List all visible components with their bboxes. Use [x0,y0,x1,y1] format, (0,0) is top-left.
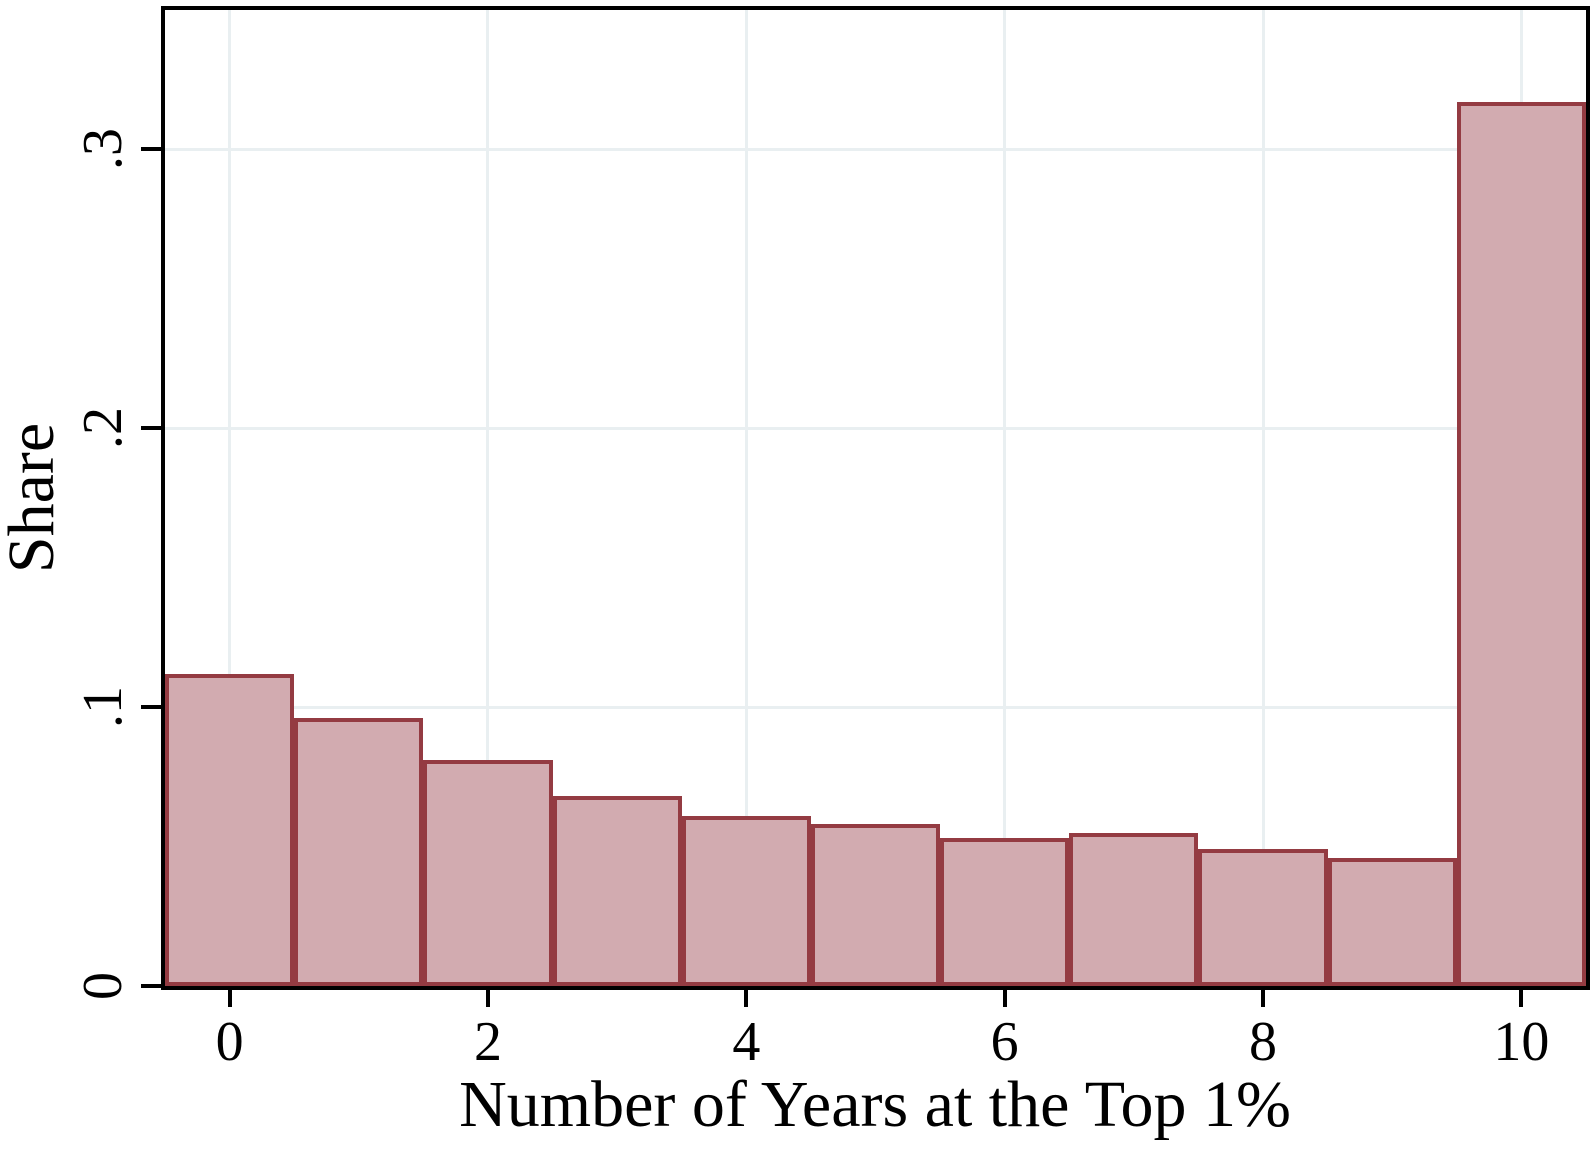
gridline-horizontal-y.2 [165,426,1586,430]
bar-x7 [1069,832,1199,986]
x-tick-2 [485,990,490,1007]
x-tick-6 [1002,990,1007,1007]
x-tick-label-4: 4 [732,1011,761,1073]
gridline-vertical-x6 [1003,10,1007,986]
bar-x4 [681,815,811,986]
gridline-vertical-x4 [744,10,748,986]
bar-x0 [165,673,295,986]
y-tick-label-.1: .1 [72,686,134,729]
y-tick-.2 [141,426,161,431]
gridline-horizontal-y.1 [165,705,1586,709]
x-tick-label-0: 0 [215,1011,244,1073]
bar-x1 [294,718,424,986]
bar-x10 [1456,102,1586,986]
y-tick-0 [141,984,161,988]
bar-x2 [423,760,553,986]
x-tick-0 [227,990,232,1007]
y-tick-.3 [141,147,161,152]
y-tick-label-0: 0 [72,972,134,1000]
x-tick-4 [744,990,749,1007]
gridline-vertical-x0 [228,10,232,986]
bar-x6 [940,838,1070,986]
x-tick-8 [1261,990,1266,1007]
x-tick-10 [1519,990,1524,1007]
bar-x8 [1198,849,1328,986]
x-tick-label-6: 6 [990,1011,1019,1073]
x-tick-label-2: 2 [473,1011,502,1073]
x-tick-label-10: 10 [1493,1011,1550,1073]
bar-x5 [810,824,941,986]
bar-x9 [1327,857,1457,986]
y-axis-title: Share [0,422,68,574]
x-axis-title: Number of Years at the Top 1% [459,1068,1291,1141]
plot-area [161,6,1590,990]
bars-layer [165,10,1586,986]
gridline-horizontal-y.3 [165,147,1586,151]
bar-x3 [552,796,682,986]
x-tick-label-8: 8 [1249,1011,1278,1073]
gridline-vertical-x8 [1261,10,1265,986]
y-tick-label-.2: .2 [72,407,134,450]
y-tick-.1 [141,705,161,710]
y-tick-label-.3: .3 [72,128,134,171]
gridline-vertical-x2 [486,10,490,986]
